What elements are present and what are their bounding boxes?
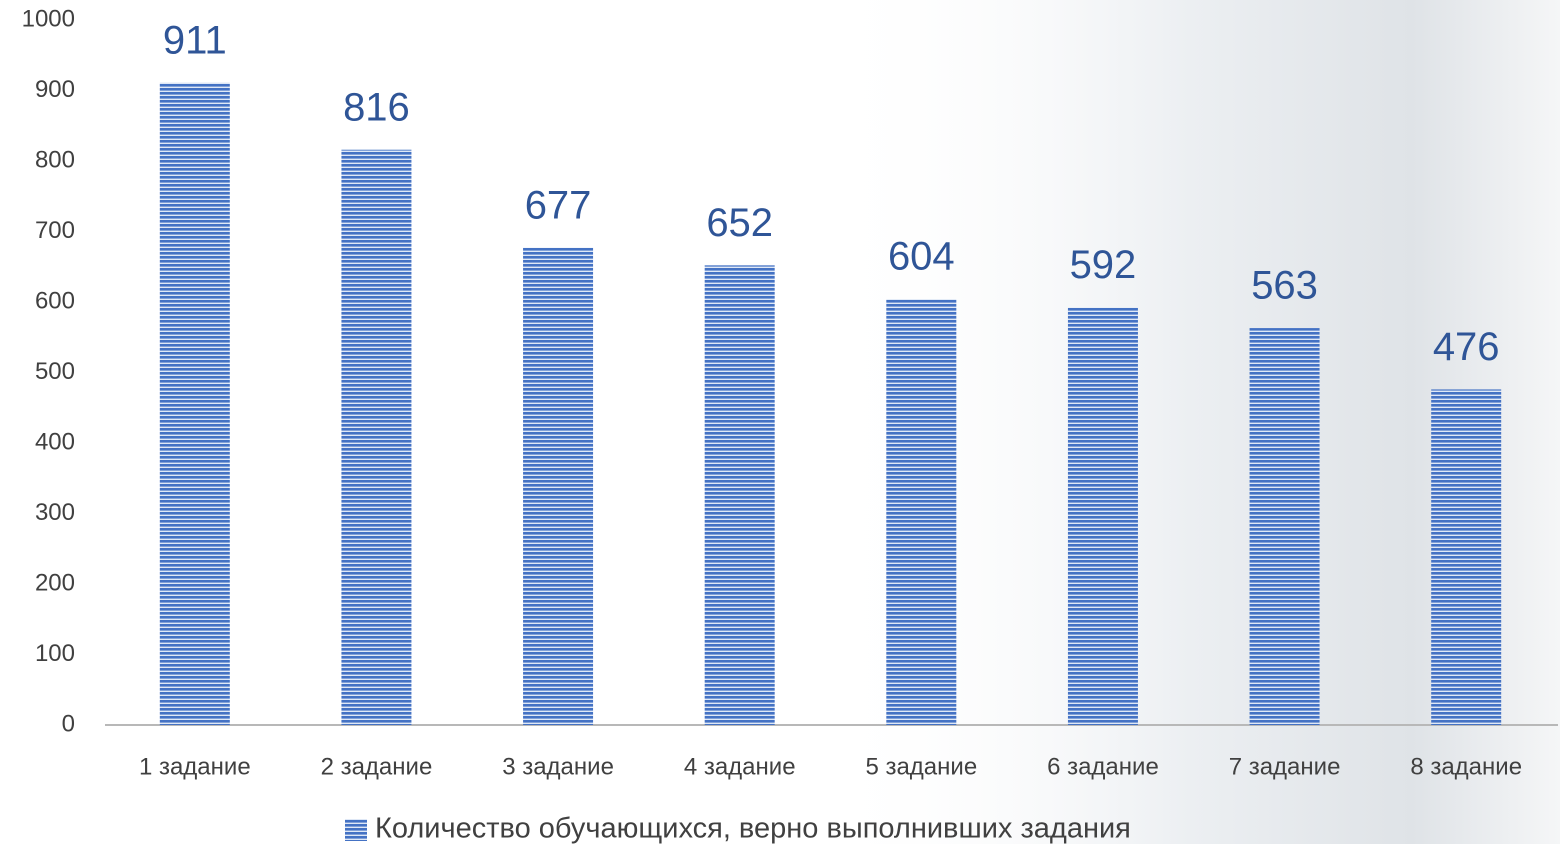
y-tick-label: 800 (35, 146, 75, 173)
y-tick-label: 0 (62, 710, 75, 737)
x-tick-label: 6 задание (1047, 753, 1159, 780)
value-label: 604 (888, 235, 955, 279)
y-tick-label: 500 (35, 358, 75, 385)
y-tick-label: 100 (35, 640, 75, 667)
value-label: 476 (1433, 325, 1500, 369)
x-tick-label: 3 задание (502, 753, 614, 780)
legend-swatch (345, 819, 367, 841)
bar (341, 149, 412, 726)
x-tick-label: 7 задание (1229, 753, 1341, 780)
bar (704, 265, 775, 725)
y-tick-label: 1000 (22, 5, 75, 32)
y-tick-label: 400 (35, 428, 75, 455)
value-label: 677 (525, 183, 592, 227)
y-tick-label: 200 (35, 569, 75, 596)
value-label: 592 (1070, 243, 1137, 287)
x-tick-label: 2 задание (321, 753, 433, 780)
bar (1067, 307, 1138, 725)
x-tick-label: 8 задание (1410, 753, 1522, 780)
value-label: 652 (706, 201, 773, 245)
bar (1249, 328, 1320, 725)
x-tick-label: 1 задание (139, 753, 251, 780)
x-tick-label: 5 задание (865, 753, 977, 780)
y-tick-label: 600 (35, 287, 75, 314)
value-label: 911 (163, 18, 227, 62)
y-tick-label: 900 (35, 76, 75, 103)
legend-label: Количество обучающихся, верно выполнивши… (375, 813, 1131, 844)
x-tick-label: 4 задание (684, 753, 796, 780)
bar (159, 82, 230, 726)
bar (523, 247, 594, 725)
bar (886, 299, 957, 725)
value-label: 563 (1251, 264, 1318, 308)
y-tick-label: 700 (35, 217, 75, 244)
bar (1431, 389, 1502, 725)
value-label: 816 (343, 85, 410, 129)
y-tick-label: 300 (35, 499, 75, 526)
